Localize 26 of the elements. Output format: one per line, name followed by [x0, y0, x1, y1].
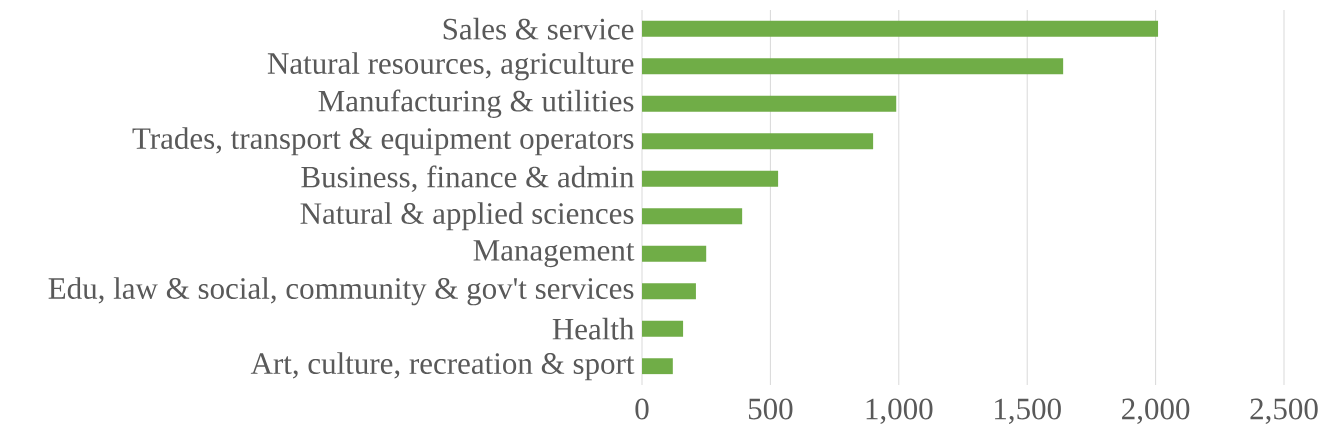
y-tick-label: Edu, law & social, community & gov't services — [48, 277, 634, 306]
y-tick-label: Art, culture, recreation & sport — [250, 352, 635, 381]
bar — [642, 245, 707, 262]
bar — [642, 208, 743, 225]
bar — [642, 170, 779, 187]
x-tick-label: 2,000 — [1122, 398, 1190, 424]
bar — [642, 133, 874, 150]
y-tick-label: Trades, transport & equipment operators — [132, 127, 634, 156]
y-tick-label: Health — [552, 317, 635, 340]
x-tick-label: 2,500 — [1250, 398, 1318, 424]
y-tick-label: Sales & service — [443, 17, 634, 40]
y-tick-label: Natural & applied sciences — [300, 202, 634, 231]
bar — [642, 95, 897, 112]
x-tick-label: 1,500 — [995, 398, 1061, 424]
bar — [642, 358, 673, 375]
bar — [642, 20, 1159, 37]
y-tick-label: Natural resources, agriculture — [267, 52, 634, 81]
y-tick-label: Business, finance & admin — [301, 165, 635, 193]
y-tick-label: Manufacturing & utilities — [318, 89, 634, 119]
bar — [642, 58, 1064, 75]
x-tick-label: 0 — [635, 398, 649, 420]
y-tick-label: Management — [473, 240, 635, 268]
x-tick-label: 500 — [748, 398, 793, 420]
x-tick-label: 1,000 — [866, 398, 933, 424]
bar — [642, 320, 684, 337]
bar — [642, 283, 696, 300]
